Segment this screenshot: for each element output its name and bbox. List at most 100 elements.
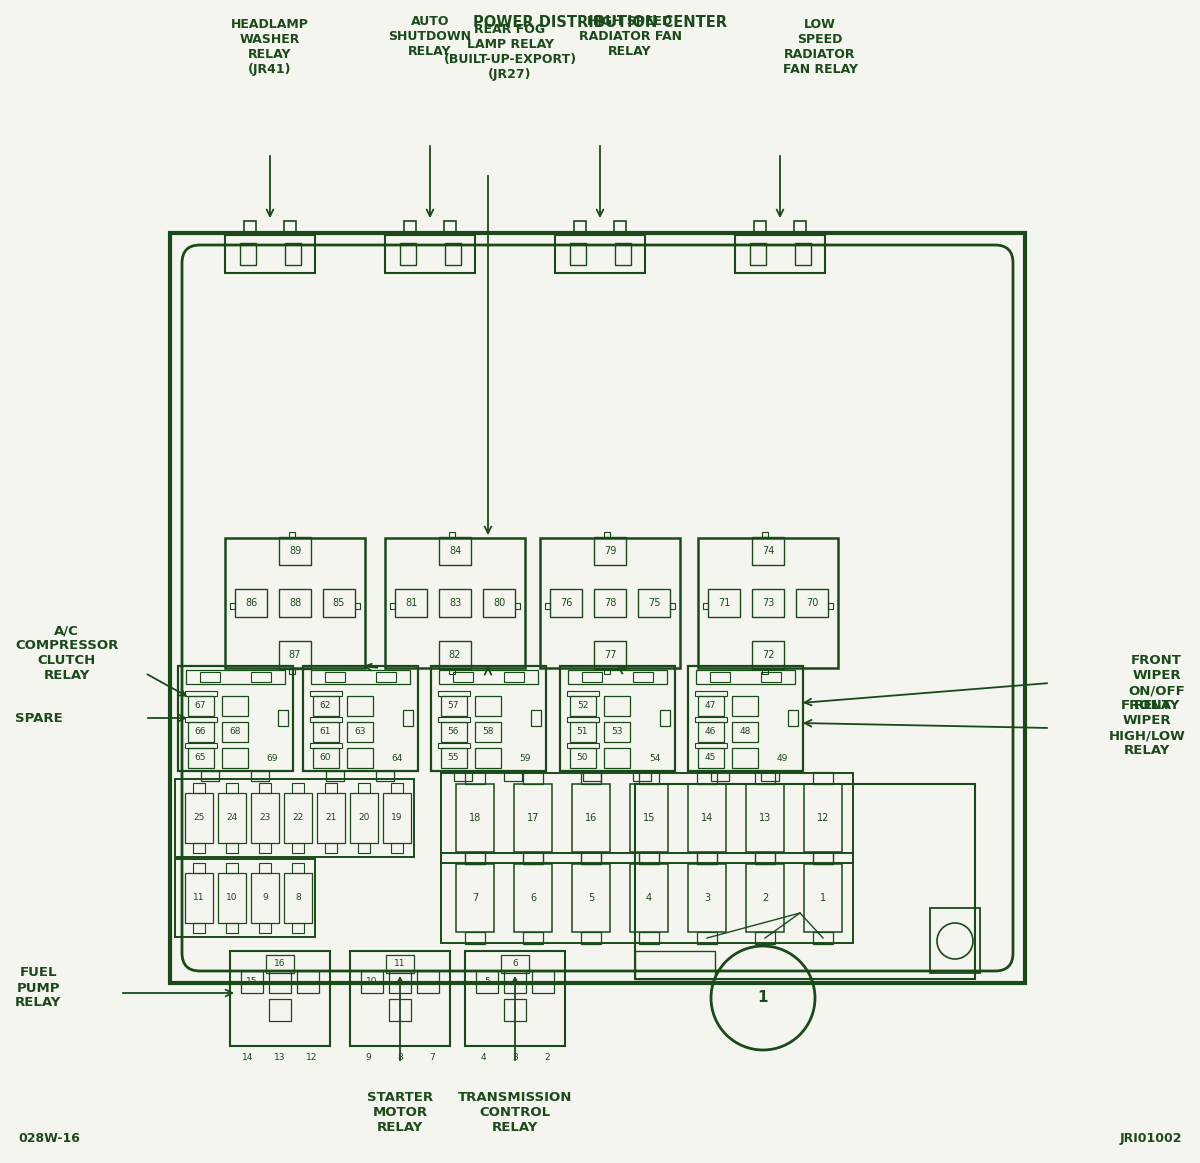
Bar [708,588,740,618]
Bar [440,695,467,715]
Bar [439,588,472,618]
Bar [794,243,810,265]
Text: FRONT
WIPER
ON/OFF
RELAY: FRONT WIPER ON/OFF RELAY [1128,654,1186,712]
Bar [746,784,784,852]
Bar [222,748,248,768]
Text: 50: 50 [577,752,588,762]
Text: STARTER
MOTOR
RELAY: STARTER MOTOR RELAY [367,1091,433,1134]
Text: 24: 24 [227,813,238,822]
Bar [391,843,403,852]
Text: 10: 10 [366,977,378,986]
Bar [193,863,205,873]
Bar [709,671,730,682]
Bar [502,955,529,972]
Bar [358,843,370,852]
Bar [604,695,630,715]
Bar [696,772,718,784]
Bar [292,923,304,933]
Bar [812,932,834,944]
Text: 82: 82 [449,650,461,659]
Bar [284,873,312,923]
Bar [187,695,214,715]
Bar [532,971,554,993]
Bar [298,971,319,993]
Bar [566,691,599,695]
Bar [347,695,373,715]
Bar [350,950,450,1046]
Text: 19: 19 [391,813,403,822]
Bar [522,932,544,944]
Text: 4: 4 [646,893,652,902]
Bar [752,641,784,669]
Bar [540,538,680,668]
Bar [187,748,214,768]
Bar [389,971,412,993]
Bar [439,537,472,565]
Bar [746,864,784,932]
Bar [604,748,630,768]
Text: 13: 13 [758,813,772,823]
Bar [226,843,238,852]
Bar [289,531,295,537]
Bar [438,742,469,748]
Bar [514,784,552,852]
Bar [175,779,414,857]
Bar [226,235,316,273]
Text: 66: 66 [194,727,206,736]
Text: 53: 53 [611,727,623,736]
Text: 84: 84 [449,545,461,556]
Bar [230,602,235,608]
Bar [326,771,344,780]
Bar [475,695,502,715]
Text: POWER DISTRIBUTION CENTER: POWER DISTRIBUTION CENTER [473,15,727,30]
Bar [325,843,337,852]
Bar [594,537,626,565]
Text: 65: 65 [194,752,206,762]
Bar [325,783,337,793]
Bar [310,716,342,721]
Bar [193,783,205,793]
Bar [638,588,670,618]
Bar [444,243,461,265]
Bar [755,221,767,235]
Text: 51: 51 [577,727,588,736]
Bar [614,243,630,265]
Bar [604,531,610,537]
Bar [302,665,418,771]
Bar [762,531,768,537]
Bar [418,971,439,993]
Bar [697,748,724,768]
Text: 69: 69 [266,754,278,763]
Bar [736,235,826,273]
Text: 46: 46 [704,727,716,736]
Bar [732,721,758,742]
Bar [185,873,214,923]
Text: 14: 14 [242,1053,253,1062]
Bar [804,784,842,852]
Bar [632,671,653,682]
Bar [559,665,674,771]
Text: 62: 62 [320,701,331,709]
Bar [828,602,833,608]
Text: 68: 68 [229,727,241,736]
Bar [284,221,296,235]
Text: A/C
COMPRESSOR
CLUTCH
RELAY: A/C COMPRESSOR CLUTCH RELAY [16,625,119,682]
Bar [504,671,523,682]
Text: 18: 18 [469,813,481,823]
Bar [193,843,205,852]
Text: 74: 74 [762,545,774,556]
Bar [630,864,668,932]
Bar [522,851,544,864]
Bar [812,772,834,784]
Bar [572,864,610,932]
Bar [199,671,220,682]
Bar [696,851,718,864]
Bar [317,793,346,843]
Bar [796,588,828,618]
Bar [245,221,257,235]
Bar [385,235,475,273]
Bar [284,793,312,843]
Text: 70: 70 [806,598,818,608]
Bar [218,873,246,923]
Bar [259,783,271,793]
